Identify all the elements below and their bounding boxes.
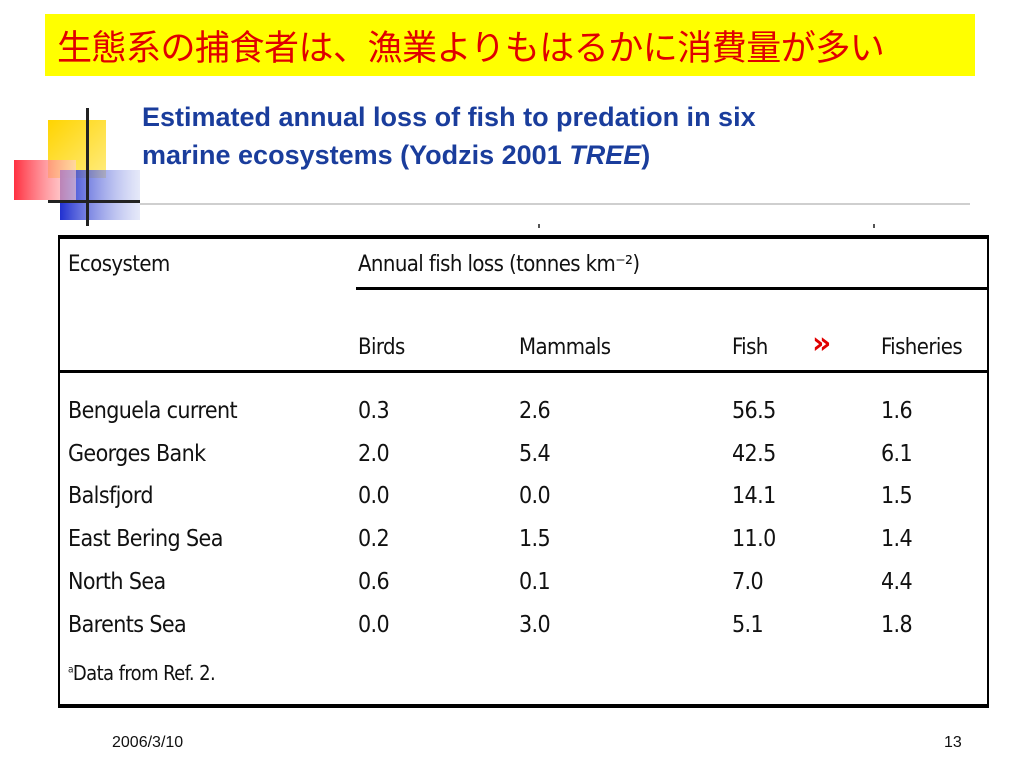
cell-fish: 7.0 (732, 569, 764, 595)
cell-fish: 5.1 (732, 612, 764, 638)
footnote-mark: a (68, 664, 74, 676)
table-footnote: aData from Ref. 2. (68, 661, 216, 685)
heading-journal: TREE (569, 140, 642, 170)
cell-ecosystem: Benguela current (68, 398, 238, 424)
cell-mammals: 1.5 (519, 526, 551, 552)
cell-mammals: 5.4 (519, 441, 551, 467)
table-bottom-rule (58, 704, 989, 708)
cell-ecosystem: East Bering Sea (68, 526, 223, 552)
cell-ecosystem: North Sea (68, 569, 166, 595)
column-header-ecosystem: Ecosystem (68, 252, 170, 277)
slide-heading: Estimated annual loss of fish to predati… (142, 98, 1002, 174)
heading-line-2: marine ecosystems (Yodzis 2001 TREE) (142, 136, 1002, 174)
cell-ecosystem: Barents Sea (68, 612, 187, 638)
heading-divider (140, 203, 970, 205)
scan-tick-mark (873, 224, 875, 228)
cell-mammals: 0.0 (519, 483, 551, 509)
cell-fish: 11.0 (732, 526, 776, 552)
cell-birds: 0.3 (358, 398, 390, 424)
footer-date: 2006/3/10 (112, 734, 184, 751)
slide-title: 生態系の捕食者は、漁業よりもはるかに消費量が多い (57, 29, 885, 69)
table-top-rule (58, 235, 989, 239)
cell-birds: 0.0 (358, 483, 390, 509)
group-header-rule (356, 287, 989, 290)
cell-ecosystem: Balsfjord (68, 483, 154, 509)
header-bottom-rule (58, 370, 989, 373)
cell-fish: 42.5 (732, 441, 776, 467)
cell-fisheries: 4.4 (881, 569, 913, 595)
cell-fisheries: 1.4 (881, 526, 913, 552)
heading-line-2-text: marine ecosystems (Yodzis 2001 (142, 140, 570, 170)
column-header-fisheries: Fisheries (881, 335, 963, 360)
cell-fisheries: 1.6 (881, 398, 913, 424)
heading-line-2-close: ) (641, 140, 651, 170)
heading-line-1: Estimated annual loss of fish to predati… (142, 102, 756, 132)
column-header-mammals: Mammals (519, 335, 611, 360)
cell-mammals: 3.0 (519, 612, 551, 638)
cell-birds: 0.6 (358, 569, 390, 595)
cell-fisheries: 6.1 (881, 441, 913, 467)
cell-fish: 56.5 (732, 398, 776, 424)
red-chevron-marker: » (812, 326, 832, 361)
column-header-fish: Fish (732, 335, 768, 360)
cell-mammals: 0.1 (519, 569, 551, 595)
cell-fisheries: 1.5 (881, 483, 913, 509)
cell-mammals: 2.6 (519, 398, 551, 424)
cell-ecosystem: Georges Bank (68, 441, 206, 467)
table-left-border (58, 235, 60, 707)
scan-tick-mark (538, 224, 540, 228)
cell-birds: 0.2 (358, 526, 390, 552)
table-right-border (987, 235, 989, 707)
column-header-birds: Birds (358, 335, 405, 360)
footnote-text: Data from Ref. 2. (72, 661, 216, 685)
group-header-annual-loss: Annual fish loss (tonnes km⁻²) (358, 252, 640, 277)
cell-fish: 14.1 (732, 483, 776, 509)
page-number: 13 (944, 734, 962, 751)
cell-fisheries: 1.8 (881, 612, 913, 638)
cell-birds: 2.0 (358, 441, 390, 467)
cell-birds: 0.0 (358, 612, 390, 638)
decorative-squares-graphic (14, 108, 140, 226)
title-banner: 生態系の捕食者は、漁業よりもはるかに消費量が多い (45, 14, 975, 76)
